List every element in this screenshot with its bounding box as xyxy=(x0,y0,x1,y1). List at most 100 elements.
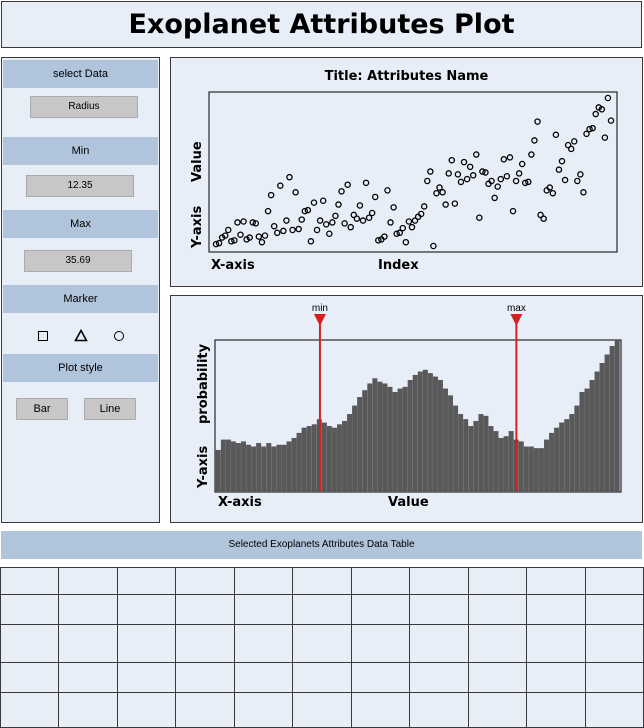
table-cell[interactable] xyxy=(292,624,352,663)
select-data-label: select Data xyxy=(3,60,158,88)
hist-xlabel-center: Value xyxy=(388,495,429,510)
table-cell[interactable] xyxy=(409,662,469,693)
max-input[interactable]: 35.69 xyxy=(24,250,132,272)
table-cell[interactable] xyxy=(584,594,644,625)
table-cell[interactable] xyxy=(0,594,60,625)
histogram-bar xyxy=(321,422,327,492)
select-data-dropdown[interactable]: Radius xyxy=(30,96,138,118)
table-cell[interactable] xyxy=(584,692,644,728)
table-cell[interactable] xyxy=(526,594,586,625)
scatter-point xyxy=(246,234,253,241)
histogram-bar xyxy=(352,405,358,492)
table-cell[interactable] xyxy=(58,567,118,595)
table-cell[interactable] xyxy=(350,692,411,728)
table-cell[interactable] xyxy=(350,567,411,595)
table-cell[interactable] xyxy=(233,594,294,625)
histogram-bar xyxy=(609,345,615,492)
scatter-point xyxy=(515,170,523,177)
scatter-point xyxy=(607,117,615,124)
table-cell[interactable] xyxy=(350,594,411,625)
table-cell[interactable] xyxy=(233,624,294,663)
table-cell[interactable] xyxy=(233,692,294,728)
histogram-bar xyxy=(347,414,353,492)
histogram-bar xyxy=(599,363,605,492)
line-button[interactable]: Line xyxy=(84,398,136,420)
table-cell[interactable] xyxy=(292,662,352,693)
table-cell[interactable] xyxy=(58,692,118,728)
data-table xyxy=(0,567,644,728)
scatter-point xyxy=(224,226,232,234)
table-cell[interactable] xyxy=(58,662,118,693)
table-cell[interactable] xyxy=(233,567,294,595)
table-cell[interactable] xyxy=(467,624,528,663)
circle-icon[interactable] xyxy=(114,331,124,341)
histogram-bar xyxy=(443,388,448,492)
scatter-point xyxy=(473,151,480,158)
table-cell[interactable] xyxy=(116,567,177,595)
scatter-point xyxy=(442,201,449,208)
table-cell[interactable] xyxy=(0,567,60,595)
table-cell[interactable] xyxy=(409,567,469,595)
table-cell[interactable] xyxy=(292,594,352,625)
table-cell[interactable] xyxy=(467,567,528,595)
histogram-bar xyxy=(554,427,560,492)
bar-button[interactable]: Bar xyxy=(16,398,68,420)
scatter-point xyxy=(476,214,483,221)
table-cell[interactable] xyxy=(58,624,118,663)
scatter-point xyxy=(549,189,557,197)
table-cell[interactable] xyxy=(116,692,177,728)
table-cell[interactable] xyxy=(584,624,644,663)
table-cell[interactable] xyxy=(292,692,352,728)
table-cell[interactable] xyxy=(0,662,60,693)
table-cell[interactable] xyxy=(584,567,644,595)
min-marker-handle[interactable] xyxy=(313,314,326,326)
table-cell[interactable] xyxy=(116,594,177,625)
histogram-bar xyxy=(220,439,226,492)
square-icon[interactable] xyxy=(38,331,48,341)
table-cell[interactable] xyxy=(116,624,177,663)
table-cell[interactable] xyxy=(233,662,294,693)
scatter-ylabel-lower: Y-axis xyxy=(190,205,205,248)
table-cell[interactable] xyxy=(526,624,586,663)
table-cell[interactable] xyxy=(467,594,528,625)
histogram-bar xyxy=(448,395,453,492)
table-cell[interactable] xyxy=(409,692,469,728)
table-cell[interactable] xyxy=(584,662,644,693)
table-cell[interactable] xyxy=(526,567,586,595)
table-cell[interactable] xyxy=(175,662,235,693)
scatter-point xyxy=(518,160,526,168)
table-cell[interactable] xyxy=(175,692,235,728)
min-input[interactable]: 12.35 xyxy=(26,175,134,197)
table-cell[interactable] xyxy=(116,662,177,693)
table-cell[interactable] xyxy=(58,594,118,625)
table-cell[interactable] xyxy=(292,567,352,595)
scatter-point xyxy=(564,141,572,149)
table-cell[interactable] xyxy=(409,624,469,663)
max-marker-handle[interactable] xyxy=(510,314,523,326)
histogram-bar xyxy=(432,376,438,492)
scatter-point xyxy=(457,178,465,186)
table-cell[interactable] xyxy=(175,567,235,595)
table-cell[interactable] xyxy=(526,692,586,728)
scatter-xlabel-left: X-axis xyxy=(211,258,255,273)
table-cell[interactable] xyxy=(175,594,235,625)
scatter-point xyxy=(503,172,511,180)
table-cell[interactable] xyxy=(0,692,60,728)
table-cell[interactable] xyxy=(0,624,60,663)
triangle-icon[interactable] xyxy=(74,329,88,342)
table-cell[interactable] xyxy=(175,624,235,663)
scatter-point xyxy=(381,233,388,240)
scatter-point xyxy=(552,131,560,139)
histogram-bar xyxy=(453,405,459,492)
table-cell[interactable] xyxy=(467,662,528,693)
max-marker-label: max xyxy=(507,303,526,314)
table-cell[interactable] xyxy=(467,692,528,728)
scatter-xlabel-center: Index xyxy=(378,258,419,273)
table-cell[interactable] xyxy=(350,662,411,693)
histogram-bar xyxy=(402,386,408,492)
scatter-point xyxy=(310,199,318,206)
scatter-point xyxy=(512,177,520,185)
table-cell[interactable] xyxy=(409,594,469,625)
table-cell[interactable] xyxy=(350,624,411,663)
table-cell[interactable] xyxy=(526,662,586,693)
